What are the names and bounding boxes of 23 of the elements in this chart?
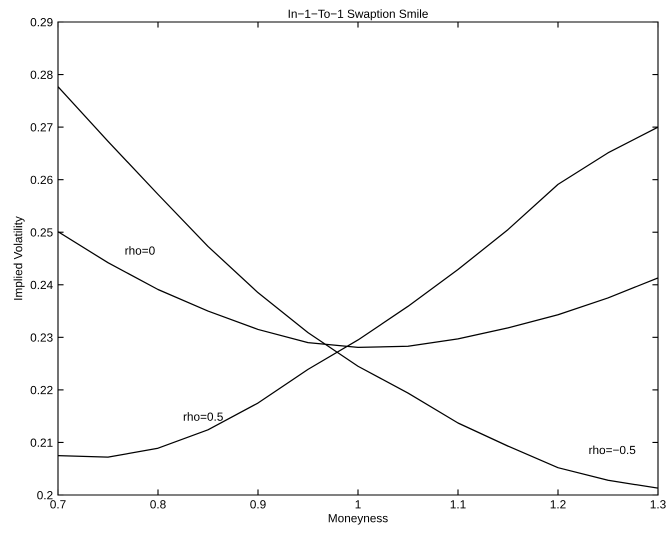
legend-label: rho=−0.5 — [589, 446, 636, 454]
y-tick-label: 0.26 — [30, 176, 53, 184]
y-tick-label: 0.23 — [30, 333, 53, 342]
y-tick-label: 0.27 — [30, 123, 53, 132]
y-tick-label: 0.28 — [30, 70, 53, 79]
y-tick-label: 0.29 — [30, 18, 53, 26]
x-tick-label: 0.8 — [150, 500, 166, 509]
y-tick-label: 0.21 — [30, 438, 53, 447]
x-tick-label: 1 — [356, 500, 361, 508]
y-tick-label: 0.22 — [30, 386, 53, 394]
x-tick-label: 0.7 — [50, 500, 66, 509]
y-tick-label: 0.24 — [30, 280, 53, 290]
y-axis-title: Implied Volatility — [14, 216, 25, 300]
y-tick-label: 0.2 — [37, 491, 53, 500]
x-tick-label: 1.1 — [450, 500, 466, 508]
x-tick-label: 1.3 — [650, 500, 666, 509]
x-tick-label: 1.2 — [550, 500, 566, 508]
y-tick-label: 0.25 — [30, 228, 53, 237]
chart-title: In−1−To−1 Swaption Smile — [288, 9, 428, 20]
x-tick-label: 0.9 — [250, 500, 266, 509]
series-label: rho=0 — [125, 246, 155, 255]
x-axis-title: Moneyness — [328, 514, 388, 525]
series-label: rho=0.5 — [184, 412, 223, 421]
